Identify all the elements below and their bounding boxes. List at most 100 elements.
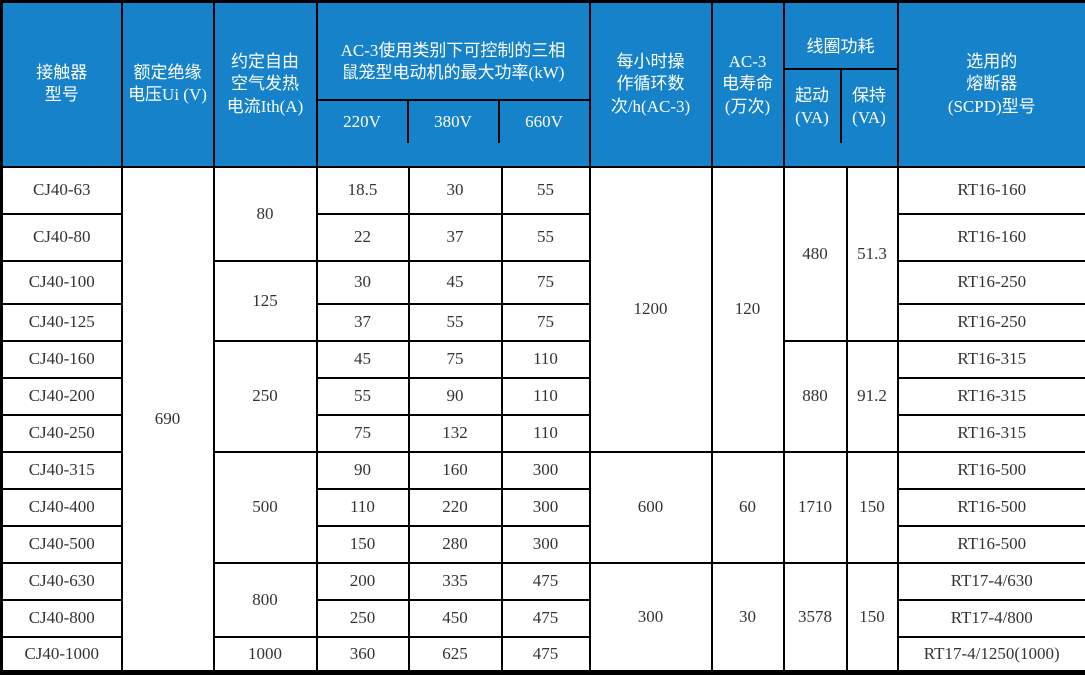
kw-660-cell: 75 <box>502 261 590 304</box>
header-rated-voltage: 额定绝缘 电压Ui (V) <box>122 2 214 167</box>
kw-380-cell: 450 <box>409 600 502 637</box>
model-cell: CJ40-800 <box>2 600 122 637</box>
kw-220-cell: 110 <box>317 489 409 526</box>
kw-380-cell: 90 <box>409 378 502 415</box>
coil-group-stack: 线圈功耗 起动 (VA) 保持 (VA) <box>785 25 897 143</box>
kw-660-cell: 110 <box>502 378 590 415</box>
fuse-cell: RT16-160 <box>898 167 1085 214</box>
model-cell: CJ40-63 <box>2 167 122 214</box>
thermal-current-cell: 800 <box>214 563 317 637</box>
kw-220-cell: 250 <box>317 600 409 637</box>
kw-220-cell: 45 <box>317 341 409 378</box>
coil-start-cell: 1710 <box>784 452 847 563</box>
coil-start-cell: 3578 <box>784 563 847 673</box>
model-cell: CJ40-100 <box>2 261 122 304</box>
fuse-cell: RT16-500 <box>898 526 1085 563</box>
coil-start-cell: 480 <box>784 167 847 341</box>
kw-subcolumns: 220V 380V 660V <box>318 101 589 143</box>
table-row: CJ40-63 690 80 18.5 30 55 1200 120 480 5… <box>2 167 1085 214</box>
fuse-cell: RT16-500 <box>898 452 1085 489</box>
kw-380-cell: 160 <box>409 452 502 489</box>
kw-380-cell: 280 <box>409 526 502 563</box>
header-kw-group-cell: AC-3使用类别下可控制的三相 鼠笼型电动机的最大功率(kW) 220V 380… <box>317 2 590 167</box>
kw-380-cell: 37 <box>409 214 502 261</box>
header-cycles-per-hour: 每小时操 作循环数 次/h(AC-3) <box>590 2 712 167</box>
kw-220-cell: 200 <box>317 563 409 600</box>
kw-660-cell: 300 <box>502 526 590 563</box>
kw-380-cell: 75 <box>409 341 502 378</box>
kw-660-cell: 75 <box>502 304 590 341</box>
kw-660-cell: 475 <box>502 637 590 673</box>
header-coil-hold: 保持 (VA) <box>840 70 897 143</box>
header-kw-380v: 380V <box>407 101 498 143</box>
fuse-cell: RT17-4/630 <box>898 563 1085 600</box>
model-cell: CJ40-1000 <box>2 637 122 673</box>
coil-hold-cell: 150 <box>847 563 898 673</box>
life-cell: 30 <box>712 563 784 673</box>
coil-hold-cell: 91.2 <box>847 341 898 452</box>
table-header-row: 接触器 型号 额定绝缘 电压Ui (V) 约定自由 空气发热 电流Ith(A) … <box>2 2 1085 167</box>
coil-hold-cell: 150 <box>847 452 898 563</box>
cycles-cell: 600 <box>590 452 712 563</box>
kw-660-cell: 55 <box>502 214 590 261</box>
rated-voltage-cell: 690 <box>122 167 214 673</box>
coil-subcolumns: 起动 (VA) 保持 (VA) <box>785 70 897 143</box>
kw-220-cell: 30 <box>317 261 409 304</box>
fuse-cell: RT17-4/1250(1000) <box>898 637 1085 673</box>
fuse-cell: RT16-315 <box>898 415 1085 452</box>
header-coil-start: 起动 (VA) <box>785 70 840 143</box>
fuse-cell: RT16-315 <box>898 341 1085 378</box>
model-cell: CJ40-250 <box>2 415 122 452</box>
fuse-cell: RT17-4/800 <box>898 600 1085 637</box>
thermal-current-cell: 500 <box>214 452 317 563</box>
kw-220-cell: 150 <box>317 526 409 563</box>
fuse-cell: RT16-250 <box>898 304 1085 341</box>
model-cell: CJ40-80 <box>2 214 122 261</box>
header-kw-220v: 220V <box>318 101 407 143</box>
model-cell: CJ40-400 <box>2 489 122 526</box>
thermal-current-cell: 125 <box>214 261 317 341</box>
kw-660-cell: 110 <box>502 415 590 452</box>
kw-220-cell: 55 <box>317 378 409 415</box>
cycles-cell: 1200 <box>590 167 712 452</box>
header-electrical-life: AC-3 电寿命 (万次) <box>712 2 784 167</box>
header-coil-group-cell: 线圈功耗 起动 (VA) 保持 (VA) <box>784 2 898 167</box>
kw-380-cell: 30 <box>409 167 502 214</box>
kw-660-cell: 110 <box>502 341 590 378</box>
coil-start-cell: 880 <box>784 341 847 452</box>
thermal-current-cell: 1000 <box>214 637 317 673</box>
header-thermal-current: 约定自由 空气发热 电流Ith(A) <box>214 2 317 167</box>
kw-220-cell: 90 <box>317 452 409 489</box>
kw-380-cell: 45 <box>409 261 502 304</box>
model-cell: CJ40-125 <box>2 304 122 341</box>
kw-380-cell: 220 <box>409 489 502 526</box>
kw-group-stack: AC-3使用类别下可控制的三相 鼠笼型电动机的最大功率(kW) 220V 380… <box>318 25 589 143</box>
coil-hold-cell: 51.3 <box>847 167 898 341</box>
model-cell: CJ40-500 <box>2 526 122 563</box>
thermal-current-cell: 80 <box>214 167 317 261</box>
fuse-cell: RT16-160 <box>898 214 1085 261</box>
fuse-cell: RT16-250 <box>898 261 1085 304</box>
kw-220-cell: 37 <box>317 304 409 341</box>
kw-380-cell: 335 <box>409 563 502 600</box>
model-cell: CJ40-200 <box>2 378 122 415</box>
kw-660-cell: 300 <box>502 489 590 526</box>
model-cell: CJ40-160 <box>2 341 122 378</box>
kw-380-cell: 625 <box>409 637 502 673</box>
header-kw-group: AC-3使用类别下可控制的三相 鼠笼型电动机的最大功率(kW) <box>318 25 589 101</box>
model-cell: CJ40-315 <box>2 452 122 489</box>
header-fuse-type: 选用的 熔断器 (SCPD)型号 <box>898 2 1085 167</box>
kw-220-cell: 360 <box>317 637 409 673</box>
kw-380-cell: 55 <box>409 304 502 341</box>
cycles-cell: 300 <box>590 563 712 673</box>
kw-220-cell: 18.5 <box>317 167 409 214</box>
kw-660-cell: 55 <box>502 167 590 214</box>
kw-220-cell: 22 <box>317 214 409 261</box>
kw-220-cell: 75 <box>317 415 409 452</box>
model-cell: CJ40-630 <box>2 563 122 600</box>
header-kw-660v: 660V <box>498 101 589 143</box>
header-model: 接触器 型号 <box>2 2 122 167</box>
kw-660-cell: 475 <box>502 600 590 637</box>
header-coil-power-group: 线圈功耗 <box>785 25 897 70</box>
